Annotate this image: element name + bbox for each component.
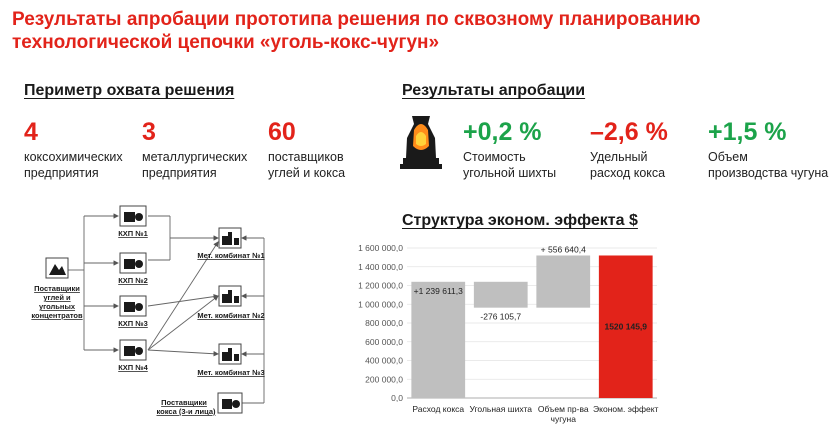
kpi-value: 4 — [24, 118, 38, 146]
bar — [411, 281, 466, 398]
coke-suppliers-label-2: кокса (3-и лица) — [156, 407, 216, 416]
kpi-description: Удельный расход кокса — [590, 149, 668, 181]
category-label: Эконом. эффект — [593, 404, 659, 414]
kpi-coke-plants: 4 коксохимических предприятия — [24, 118, 123, 181]
y-tick-label: 600 000,0 — [365, 337, 403, 347]
kpi-value: –2,6 % — [590, 118, 668, 146]
kpi-value: 3 — [142, 118, 156, 146]
met3-label: Мет. комбинат №3 — [197, 368, 264, 377]
kxp4-label: КХП №4 — [118, 363, 148, 372]
y-tick-label: 1 400 000,0 — [358, 262, 403, 272]
y-tick-label: 0,0 — [391, 393, 403, 403]
kpi-desc-line: углей и кокса — [268, 166, 346, 180]
kpi-desc-line: Удельный — [590, 150, 648, 164]
coke-supplier-icon — [217, 392, 243, 414]
suppliers-label-3: угольных — [39, 302, 76, 311]
perimeter-heading: Периметр охвата решения — [24, 82, 235, 99]
kpi-desc-line: угольной шихты — [463, 166, 557, 180]
kpi-coke-rate: –2,6 % Удельный расход кокса — [590, 118, 668, 181]
kpi-desc-line: производства чугуна — [708, 166, 829, 180]
coke-plant-1-icon — [119, 205, 147, 227]
steel-plant-3-icon — [218, 343, 242, 365]
kpi-suppliers: 60 поставщиков углей и кокса — [268, 118, 345, 181]
data-label: +1 239 611,3 — [414, 286, 464, 296]
kpi-description: поставщиков углей и кокса — [268, 149, 345, 181]
currency-symbol: $ — [628, 212, 638, 229]
bar — [598, 255, 653, 398]
supply-chain-diagram: Поставщики углей и угольных концентратов… — [31, 205, 265, 416]
y-tick-label: 1 200 000,0 — [358, 281, 403, 291]
y-tick-label: 200 000,0 — [365, 374, 403, 384]
kpi-description: металлургических предприятия — [142, 149, 247, 181]
category-label: чугуна — [551, 414, 577, 424]
data-label: + 556 640,4 — [541, 244, 586, 254]
page-title: Результаты апробации прототипа решения п… — [12, 8, 812, 54]
steel-plant-2-icon — [218, 285, 242, 307]
category-label: Расход кокса — [412, 404, 464, 414]
kpi-value: 60 — [268, 118, 296, 146]
coke-suppliers-label-1: Поставщики — [161, 398, 207, 407]
kpi-description: Объем производства чугуна — [708, 149, 828, 181]
diagram-connectors — [68, 213, 265, 404]
blast-furnace-icon — [400, 116, 442, 169]
kxp2-label: КХП №2 — [118, 276, 148, 285]
met1-label: Мет. комбинат №1 — [197, 251, 264, 260]
structure-heading-text: Структура эконом. эффекта — [402, 212, 625, 229]
kxp3-label: КХП №3 — [118, 319, 148, 328]
coal-supplier-icon — [45, 257, 69, 279]
data-label: 1520 145,9 — [604, 322, 647, 332]
page-title-line2: технологической цепочки «уголь-кокс-чугу… — [12, 32, 440, 53]
kpi-metallurgical-plants: 3 металлургических предприятия — [142, 118, 247, 181]
kpi-value: +1,5 % — [708, 118, 787, 146]
kpi-desc-line: Объем — [708, 150, 748, 164]
kpi-coal-charge-cost: +0,2 % Стоимость угольной шихты — [463, 118, 556, 181]
coke-plant-3-icon — [119, 295, 147, 317]
page-title-line1: Результаты апробации прототипа решения п… — [12, 9, 701, 30]
kpi-desc-line: расход кокса — [590, 166, 666, 180]
kpi-value: +0,2 % — [463, 118, 542, 146]
suppliers-label-2: углей и — [43, 293, 71, 302]
data-label: -276 105,7 — [480, 312, 521, 322]
suppliers-label-1: Поставщики — [34, 284, 80, 293]
kpi-desc-line: коксохимических — [24, 150, 123, 164]
results-heading: Результаты апробации — [402, 82, 586, 99]
bar — [473, 281, 528, 308]
kpi-iron-output: +1,5 % Объем производства чугуна — [708, 118, 828, 181]
kpi-desc-line: предприятия — [142, 166, 217, 180]
met2-label: Мет. комбинат №2 — [197, 311, 264, 320]
coke-plant-4-icon — [119, 339, 147, 361]
kpi-description: Стоимость угольной шихты — [463, 149, 556, 181]
kpi-description: коксохимических предприятия — [24, 149, 123, 181]
bar — [536, 255, 591, 308]
category-label: Объем пр-ва — [538, 404, 589, 414]
y-tick-label: 800 000,0 — [365, 318, 403, 328]
coke-plant-2-icon — [119, 252, 147, 274]
kpi-desc-line: поставщиков — [268, 150, 344, 164]
y-tick-label: 400 000,0 — [365, 356, 403, 366]
kpi-desc-line: металлургических — [142, 150, 248, 164]
suppliers-label-4: концентратов — [31, 311, 83, 320]
kpi-desc-line: Стоимость — [463, 150, 526, 164]
category-label: Угольная шихта — [470, 404, 533, 414]
steel-plant-1-icon — [218, 227, 242, 249]
y-tick-label: 1 000 000,0 — [358, 299, 403, 309]
kxp1-label: КХП №1 — [118, 229, 148, 238]
kpi-desc-line: предприятия — [24, 166, 99, 180]
structure-heading: Структура эконом. эффекта $ — [402, 212, 638, 230]
y-tick-label: 1 600 000,0 — [358, 243, 403, 253]
waterfall-chart: 0,0 200 000,0 400 000,0 600 000,0 800 000,0 1… — [358, 243, 659, 424]
